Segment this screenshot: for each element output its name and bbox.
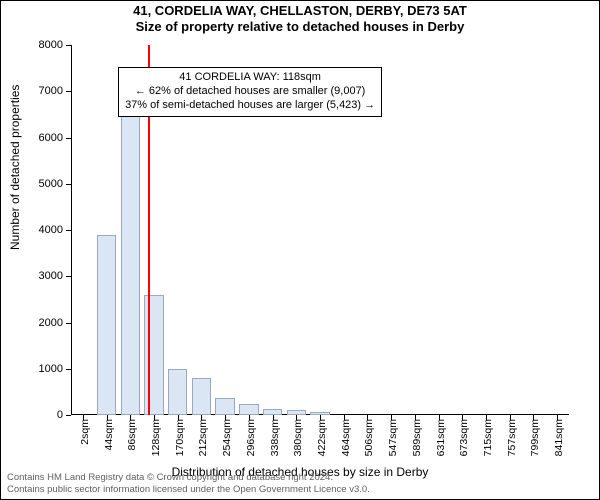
ytick-label: 1000 (39, 363, 63, 375)
histogram-bar (121, 96, 140, 415)
annotation-line-2: ← 62% of detached houses are smaller (9,… (125, 85, 375, 99)
ytick-line (66, 276, 71, 277)
annotation-line-1: 41 CORDELIA WAY: 118sqm (125, 71, 375, 85)
ytick-line (66, 323, 71, 324)
xtick-label: 128sqm (150, 419, 162, 456)
ytick-line (66, 230, 71, 231)
ytick-line (66, 184, 71, 185)
xtick-label: 296sqm (245, 419, 257, 456)
xtick-label: 2sqm (79, 419, 91, 445)
histogram-bar (168, 369, 187, 415)
ytick-label: 2000 (39, 317, 63, 329)
histogram-bar (97, 235, 116, 415)
ytick-label: 0 (57, 409, 63, 421)
xtick-label: 422sqm (316, 419, 328, 456)
ytick-label: 6000 (39, 132, 63, 144)
title-line-1: 41, CORDELIA WAY, CHELLASTON, DERBY, DE7… (1, 3, 599, 19)
ytick-line (66, 369, 71, 370)
annotation-line-3: 37% of semi-detached houses are larger (… (125, 99, 375, 113)
xtick-label: 170sqm (174, 419, 186, 456)
xtick-label: 506sqm (363, 419, 375, 456)
ytick-label: 8000 (39, 39, 63, 51)
title-block: 41, CORDELIA WAY, CHELLASTON, DERBY, DE7… (1, 3, 599, 36)
histogram-bar (192, 378, 211, 415)
xtick-label: 757sqm (506, 419, 518, 456)
xtick-label: 799sqm (529, 419, 541, 456)
ytick-label: 4000 (39, 224, 63, 236)
ytick-line (66, 415, 71, 416)
histogram-bar (287, 410, 306, 415)
xtick-label: 380sqm (292, 419, 304, 456)
xtick-label: 86sqm (126, 419, 138, 451)
copyright-line-1: Contains HM Land Registry data © Crown c… (7, 472, 370, 484)
ytick-label: 3000 (39, 270, 63, 282)
xtick-label: 841sqm (553, 419, 565, 456)
ytick-label: 7000 (39, 85, 63, 97)
xtick-label: 589sqm (411, 419, 423, 456)
copyright-line-2: Contains public sector information licen… (7, 484, 370, 496)
y-axis-line (71, 45, 72, 415)
xtick-label: 673sqm (458, 419, 470, 456)
ytick-line (66, 45, 71, 46)
copyright-block: Contains HM Land Registry data © Crown c… (7, 472, 370, 496)
xtick-label: 631sqm (435, 419, 447, 456)
histogram-bar (263, 409, 282, 415)
title-line-2: Size of property relative to detached ho… (1, 19, 599, 35)
annotation-box: 41 CORDELIA WAY: 118sqm← 62% of detached… (118, 67, 382, 116)
ytick-line (66, 138, 71, 139)
xtick-label: 715sqm (482, 419, 494, 456)
xtick-label: 547sqm (387, 419, 399, 456)
xtick-label: 464sqm (340, 419, 352, 456)
plot-area: 0100020003000400050006000700080002sqm44s… (71, 45, 569, 415)
xtick-label: 212sqm (197, 419, 209, 456)
ytick-label: 5000 (39, 178, 63, 190)
ytick-line (66, 91, 71, 92)
histogram-bar (310, 412, 329, 415)
xtick-label: 254sqm (221, 419, 233, 456)
xtick-label: 44sqm (103, 419, 115, 451)
histogram-bar (215, 398, 234, 415)
histogram-bar (239, 404, 258, 415)
figure-container: { "title": { "line1": "41, CORDELIA WAY,… (0, 0, 600, 500)
plot: 0100020003000400050006000700080002sqm44s… (71, 45, 569, 415)
y-axis-label: Number of detached properties (8, 85, 22, 250)
xtick-label: 338sqm (269, 419, 281, 456)
